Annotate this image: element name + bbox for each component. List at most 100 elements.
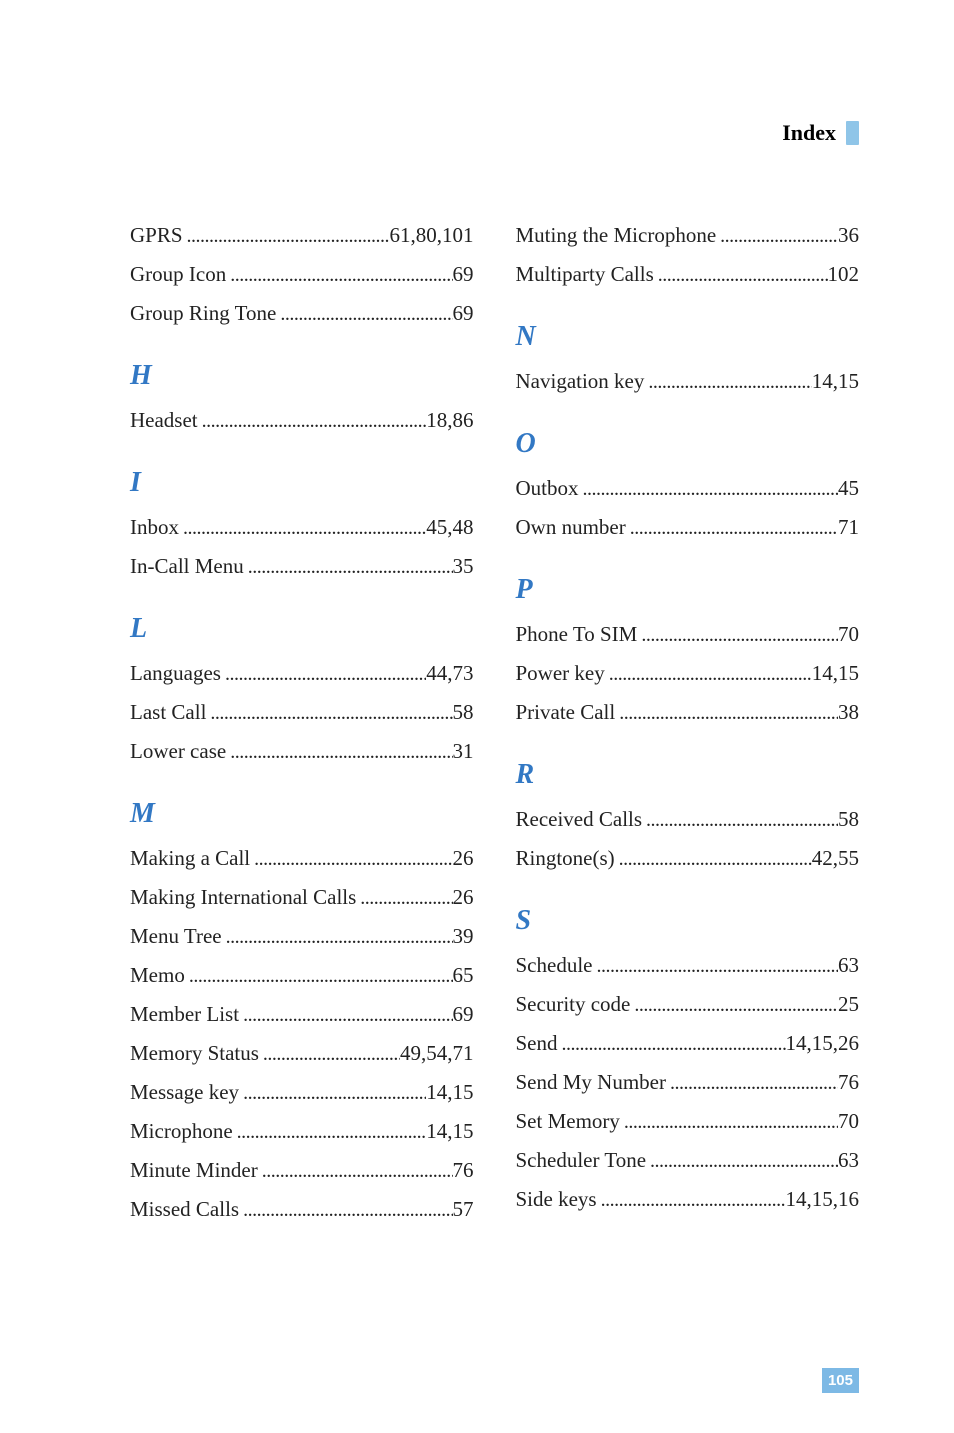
- entry-page: 36: [838, 225, 859, 246]
- entry-dots: ........................................…: [626, 518, 838, 538]
- entry-label: Menu Tree: [130, 926, 222, 947]
- index-columns: GPRS ...................................…: [130, 225, 859, 1238]
- index-entry: Send My Number .........................…: [516, 1072, 860, 1093]
- entry-dots: ........................................…: [597, 1190, 786, 1210]
- entry-page: 69: [453, 264, 474, 285]
- entry-label: Security code: [516, 994, 631, 1015]
- entry-dots: ........................................…: [654, 265, 828, 285]
- index-entry: Group Ring Tone ........................…: [130, 303, 474, 324]
- entry-page: 38: [838, 702, 859, 723]
- index-entry: Navigation key .........................…: [516, 371, 860, 392]
- entry-page: 45: [838, 478, 859, 499]
- index-entry: Security code ..........................…: [516, 994, 860, 1015]
- entry-page: 76: [453, 1160, 474, 1181]
- entry-dots: ........................................…: [646, 1151, 838, 1171]
- index-entry: Schedule ...............................…: [516, 955, 860, 976]
- entry-dots: ........................................…: [615, 849, 812, 869]
- entry-label: Navigation key: [516, 371, 645, 392]
- entry-page: 14,15,26: [786, 1033, 860, 1054]
- entry-label: Memo: [130, 965, 185, 986]
- entry-dots: ........................................…: [239, 1005, 452, 1025]
- index-entry: GPRS ...................................…: [130, 225, 474, 246]
- entry-page: 42,55: [812, 848, 859, 869]
- section-letter: I: [130, 467, 474, 499]
- entry-dots: ........................................…: [558, 1034, 786, 1054]
- entry-dots: ........................................…: [259, 1044, 400, 1064]
- entry-label: Muting the Microphone: [516, 225, 717, 246]
- entry-page: 65: [453, 965, 474, 986]
- entry-page: 44,73: [426, 663, 473, 684]
- entry-page: 26: [453, 848, 474, 869]
- entry-label: Own number: [516, 517, 626, 538]
- entry-dots: ........................................…: [183, 226, 390, 246]
- index-entry: Send ...................................…: [516, 1033, 860, 1054]
- index-entry: Private Call ...........................…: [516, 702, 860, 723]
- entry-dots: ........................................…: [258, 1161, 453, 1181]
- index-entry: Menu Tree ..............................…: [130, 926, 474, 947]
- index-entry: Set Memory .............................…: [516, 1111, 860, 1132]
- index-entry: Member List ............................…: [130, 1004, 474, 1025]
- index-entry: Phone To SIM ...........................…: [516, 624, 860, 645]
- entry-dots: ........................................…: [642, 810, 838, 830]
- entry-label: Ringtone(s): [516, 848, 615, 869]
- index-entry: Making a Call ..........................…: [130, 848, 474, 869]
- entry-page: 63: [838, 1150, 859, 1171]
- index-entry: Message key ............................…: [130, 1082, 474, 1103]
- entry-dots: ........................................…: [605, 664, 812, 684]
- entry-dots: ........................................…: [226, 742, 452, 762]
- entry-dots: ........................................…: [222, 927, 453, 947]
- entry-page: 76: [838, 1072, 859, 1093]
- entry-label: Memory Status: [130, 1043, 259, 1064]
- entry-page: 70: [838, 624, 859, 645]
- right-column: Muting the Microphone ..................…: [516, 225, 860, 1238]
- entry-page: 31: [453, 741, 474, 762]
- entry-label: Phone To SIM: [516, 624, 638, 645]
- entry-page: 57: [453, 1199, 474, 1220]
- entry-label: Group Icon: [130, 264, 226, 285]
- entry-label: Multiparty Calls: [516, 264, 654, 285]
- entry-label: GPRS: [130, 225, 183, 246]
- entry-page: 14,15,16: [786, 1189, 860, 1210]
- index-entry: Memo ...................................…: [130, 965, 474, 986]
- entry-dots: ........................................…: [250, 849, 452, 869]
- entry-page: 63: [838, 955, 859, 976]
- entry-label: In-Call Menu: [130, 556, 244, 577]
- entry-page: 69: [453, 303, 474, 324]
- entry-page: 69: [453, 1004, 474, 1025]
- section-letter: L: [130, 613, 474, 645]
- index-entry: Inbox ..................................…: [130, 517, 474, 538]
- section-letter: P: [516, 574, 860, 606]
- index-entry: Last Call ..............................…: [130, 702, 474, 723]
- section-letter: M: [130, 798, 474, 830]
- index-entry: Scheduler Tone .........................…: [516, 1150, 860, 1171]
- entry-dots: ........................................…: [233, 1122, 427, 1142]
- entry-dots: ........................................…: [276, 304, 452, 324]
- index-entry: Minute Minder ..........................…: [130, 1160, 474, 1181]
- index-entry: Making International Calls .............…: [130, 887, 474, 908]
- index-entry: Group Icon .............................…: [130, 264, 474, 285]
- entry-page: 71: [838, 517, 859, 538]
- left-column: GPRS ...................................…: [130, 225, 474, 1238]
- entry-page: 58: [453, 702, 474, 723]
- entry-dots: ........................................…: [716, 226, 838, 246]
- entry-label: Set Memory: [516, 1111, 620, 1132]
- index-entry: In-Call Menu ...........................…: [130, 556, 474, 577]
- index-entry: Ringtone(s) ............................…: [516, 848, 860, 869]
- entry-page: 14,15: [426, 1121, 473, 1142]
- entry-page: 14,15: [812, 663, 859, 684]
- entry-dots: ........................................…: [637, 625, 838, 645]
- entry-label: Side keys: [516, 1189, 597, 1210]
- entry-label: Lower case: [130, 741, 226, 762]
- section-letter: S: [516, 905, 860, 937]
- entry-label: Making International Calls: [130, 887, 356, 908]
- entry-page: 35: [453, 556, 474, 577]
- entry-label: Microphone: [130, 1121, 233, 1142]
- entry-page: 70: [838, 1111, 859, 1132]
- section-letter: R: [516, 759, 860, 791]
- header-marker-icon: [846, 121, 859, 145]
- entry-dots: ........................................…: [239, 1083, 426, 1103]
- page-number: 105: [822, 1368, 859, 1393]
- index-entry: Muting the Microphone ..................…: [516, 225, 860, 246]
- entry-page: 102: [828, 264, 860, 285]
- index-entry: Headset ................................…: [130, 410, 474, 431]
